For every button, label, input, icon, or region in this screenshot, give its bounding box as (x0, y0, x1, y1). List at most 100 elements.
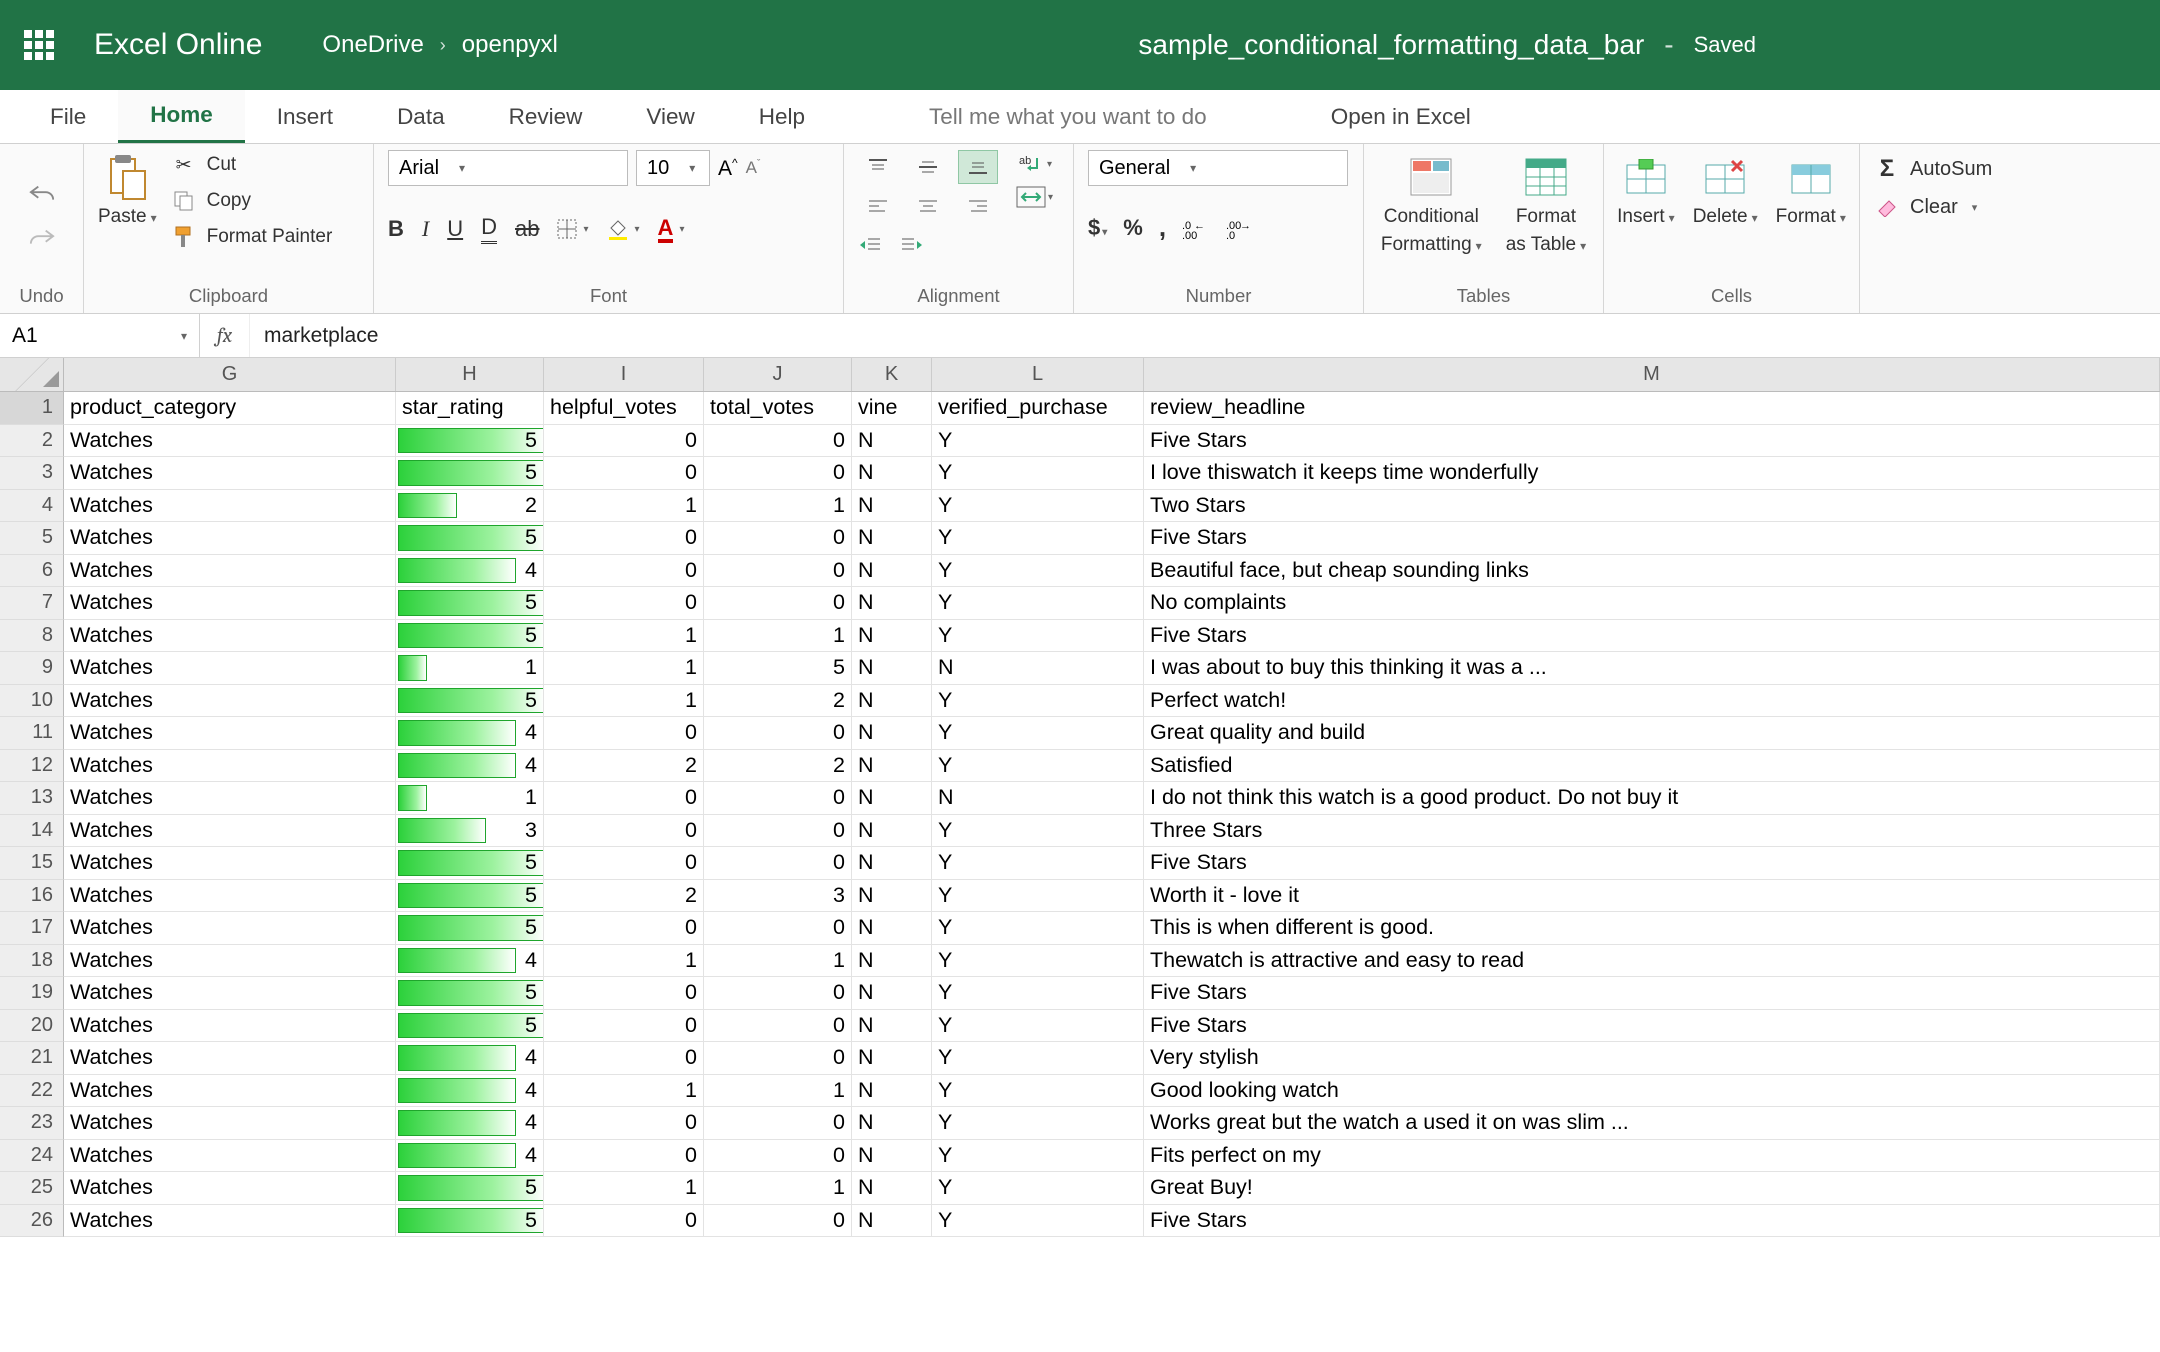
cell[interactable]: Y (932, 912, 1144, 945)
tab-home[interactable]: Home (118, 90, 245, 143)
cell[interactable]: N (852, 620, 932, 653)
align-middle-icon[interactable] (908, 150, 948, 184)
cell[interactable]: N (852, 717, 932, 750)
cell[interactable]: N (852, 457, 932, 490)
tab-help[interactable]: Help (727, 90, 837, 143)
cell[interactable]: 0 (544, 1107, 704, 1140)
cell[interactable]: N (852, 1172, 932, 1205)
select-all-corner[interactable] (0, 358, 64, 391)
cell-databar[interactable]: 5 (396, 425, 544, 458)
row-header[interactable]: 10 (0, 685, 64, 718)
cell[interactable]: N (852, 1140, 932, 1173)
cell[interactable]: Great quality and build (1144, 717, 2160, 750)
cell[interactable]: N (852, 1010, 932, 1043)
cell-databar[interactable]: 4 (396, 750, 544, 783)
col-header[interactable]: K (852, 358, 932, 391)
row-header[interactable]: 7 (0, 587, 64, 620)
cell[interactable]: 1 (544, 1172, 704, 1205)
col-header[interactable]: M (1144, 358, 2160, 391)
cell[interactable]: 1 (704, 945, 852, 978)
cell[interactable]: Fits perfect on my (1144, 1140, 2160, 1173)
cell[interactable]: Works great but the watch a used it on w… (1144, 1107, 2160, 1140)
cell[interactable]: Y (932, 457, 1144, 490)
cell[interactable]: Watches (64, 1172, 396, 1205)
cell[interactable]: N (852, 782, 932, 815)
name-box[interactable]: A1▾ (0, 314, 200, 357)
cell[interactable]: Watches (64, 977, 396, 1010)
cell[interactable]: review_headline (1144, 392, 2160, 425)
cell[interactable]: Watches (64, 587, 396, 620)
cell[interactable]: Y (932, 587, 1144, 620)
percent-format-button[interactable]: % (1123, 215, 1143, 241)
cell[interactable]: Watches (64, 1010, 396, 1043)
col-header[interactable]: L (932, 358, 1144, 391)
cell[interactable]: Y (932, 522, 1144, 555)
cell[interactable]: 0 (704, 425, 852, 458)
align-center-icon[interactable] (908, 190, 948, 224)
col-header[interactable]: J (704, 358, 852, 391)
row-header[interactable]: 15 (0, 847, 64, 880)
cell[interactable]: Very stylish (1144, 1042, 2160, 1075)
cell-databar[interactable]: 5 (396, 977, 544, 1010)
cell[interactable]: star_rating (396, 392, 544, 425)
row-header[interactable]: 6 (0, 555, 64, 588)
merge-cells-button[interactable] (1016, 186, 1053, 208)
row-header[interactable]: 4 (0, 490, 64, 523)
cell[interactable]: Y (932, 977, 1144, 1010)
cell[interactable]: 0 (544, 522, 704, 555)
tab-data[interactable]: Data (365, 90, 477, 143)
row-header[interactable]: 16 (0, 880, 64, 913)
fx-icon[interactable]: fx (200, 314, 250, 357)
cell[interactable]: N (852, 847, 932, 880)
cell-databar[interactable]: 5 (396, 685, 544, 718)
cut-button[interactable]: ✂Cut (171, 152, 333, 178)
cell[interactable]: Y (932, 1042, 1144, 1075)
cell[interactable]: Five Stars (1144, 1010, 2160, 1043)
cell[interactable]: N (852, 652, 932, 685)
cell[interactable]: N (852, 685, 932, 718)
row-header[interactable]: 8 (0, 620, 64, 653)
cell[interactable]: N (852, 522, 932, 555)
increase-indent-icon[interactable] (900, 236, 924, 256)
wrap-text-button[interactable]: ab (1016, 152, 1053, 176)
cell[interactable]: 1 (544, 1075, 704, 1108)
row-header[interactable]: 26 (0, 1205, 64, 1238)
cell[interactable]: Y (932, 1172, 1144, 1205)
decrease-indent-icon[interactable] (858, 236, 882, 256)
tab-insert[interactable]: Insert (245, 90, 365, 143)
grow-font-icon[interactable]: A^ (718, 156, 738, 181)
cell[interactable]: 1 (704, 1075, 852, 1108)
cell[interactable]: 0 (704, 815, 852, 848)
app-launcher-icon[interactable] (24, 30, 54, 60)
cell[interactable]: 0 (544, 977, 704, 1010)
cell[interactable]: Perfect watch! (1144, 685, 2160, 718)
cell[interactable]: N (852, 555, 932, 588)
cell[interactable]: 0 (544, 1010, 704, 1043)
cell[interactable]: N (852, 977, 932, 1010)
cell[interactable]: N (852, 945, 932, 978)
cell[interactable]: Two Stars (1144, 490, 2160, 523)
cell[interactable]: Y (932, 685, 1144, 718)
cell[interactable]: 3 (704, 880, 852, 913)
borders-button[interactable] (557, 219, 588, 239)
row-header[interactable]: 9 (0, 652, 64, 685)
cell[interactable]: Five Stars (1144, 977, 2160, 1010)
cell[interactable]: Three Stars (1144, 815, 2160, 848)
font-name-select[interactable]: Arial▾ (388, 150, 628, 186)
decrease-decimal-icon[interactable]: .00→.0 (1226, 217, 1254, 239)
row-header[interactable]: 18 (0, 945, 64, 978)
cell[interactable]: Watches (64, 717, 396, 750)
cell[interactable]: 1 (704, 620, 852, 653)
row-header[interactable]: 21 (0, 1042, 64, 1075)
cell[interactable]: Watches (64, 425, 396, 458)
cell[interactable]: 0 (704, 1010, 852, 1043)
cell[interactable]: Watches (64, 847, 396, 880)
increase-decimal-icon[interactable]: .0←.00 (1182, 217, 1210, 239)
cell-databar[interactable]: 4 (396, 1107, 544, 1140)
cell[interactable]: Watches (64, 1075, 396, 1108)
cell[interactable]: Watches (64, 945, 396, 978)
cell-databar[interactable]: 5 (396, 847, 544, 880)
tab-file[interactable]: File (18, 90, 118, 143)
cell[interactable]: 0 (544, 587, 704, 620)
cell[interactable]: 0 (704, 1205, 852, 1238)
